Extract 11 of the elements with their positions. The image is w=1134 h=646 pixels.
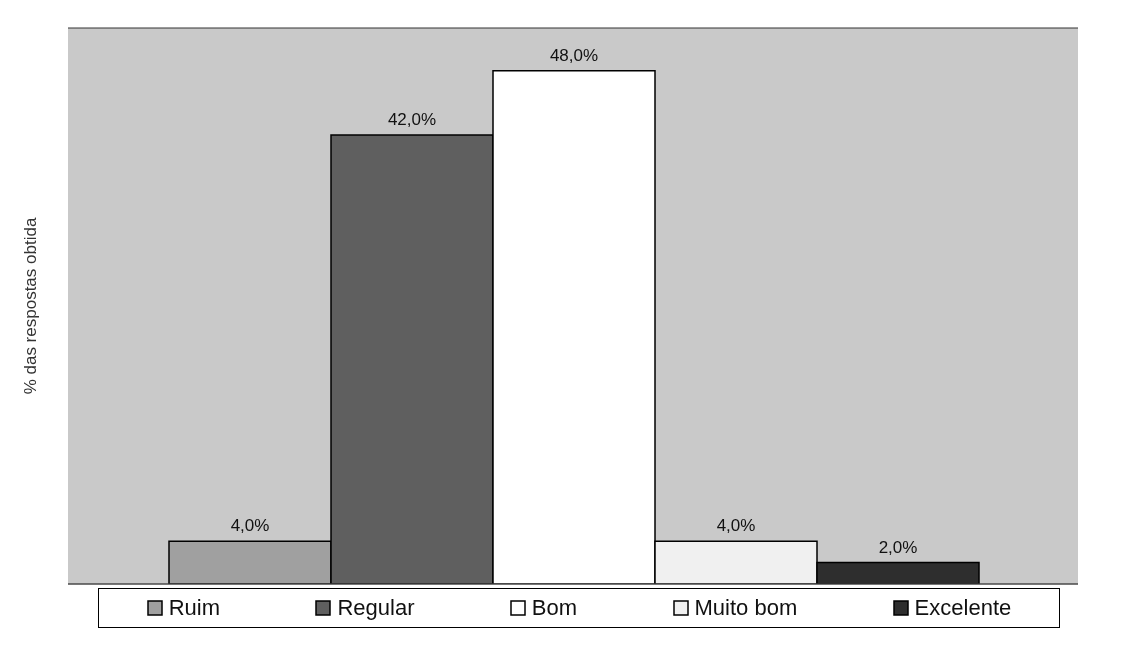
data-label: 48,0% <box>549 45 599 65</box>
legend-label: Regular <box>337 595 415 621</box>
legend-label: Excelente <box>914 595 1012 621</box>
data-label: 2,0% <box>878 537 918 557</box>
y-axis-title: % das respostas obtida <box>21 217 41 395</box>
legend-label: Muito bom <box>694 595 798 621</box>
data-label: 4,0% <box>716 516 756 536</box>
data-label: 4,0% <box>230 516 270 536</box>
legend-label: Ruim <box>168 595 221 621</box>
legend-label: Bom <box>531 595 578 621</box>
data-label: 42,0% <box>387 109 437 129</box>
